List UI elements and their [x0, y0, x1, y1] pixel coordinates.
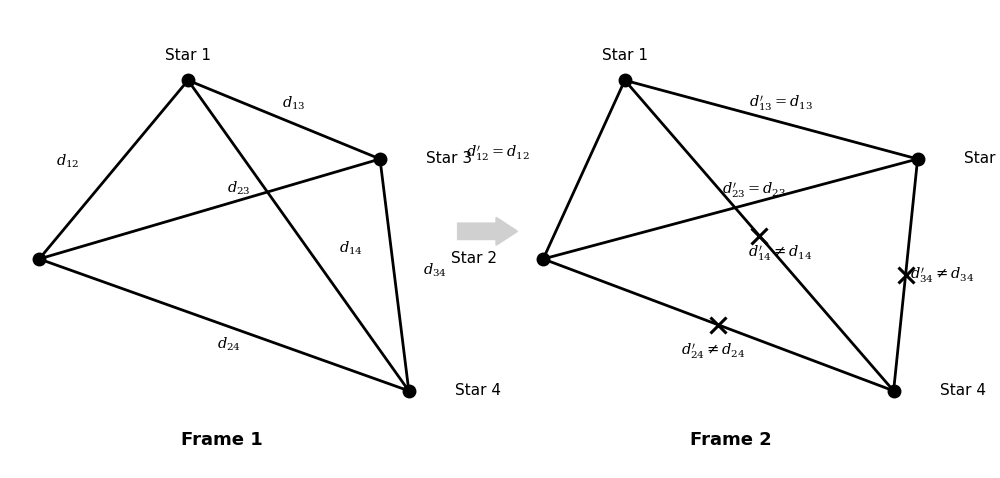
Text: $d_{34}^{\prime} \neq d_{34}$: $d_{34}^{\prime} \neq d_{34}$ [910, 265, 974, 285]
Text: $d_{14}$: $d_{14}$ [339, 239, 363, 257]
Text: Star 2: Star 2 [451, 251, 497, 266]
Text: $d_{12}$: $d_{12}$ [56, 152, 79, 170]
Text: Star 3: Star 3 [426, 152, 472, 166]
Text: $d_{23}^{\prime} = d_{23}$: $d_{23}^{\prime} = d_{23}$ [722, 180, 787, 200]
Text: $d_{12}^{\prime} = d_{12}$: $d_{12}^{\prime} = d_{12}$ [466, 142, 530, 163]
Text: $d_{34}$: $d_{34}$ [423, 262, 447, 279]
Text: $d_{23}$: $d_{23}$ [227, 180, 250, 197]
Text: Frame 2: Frame 2 [690, 431, 771, 449]
Text: Star 4: Star 4 [940, 383, 986, 398]
Text: $d_{24}^{\prime} \neq d_{24}$: $d_{24}^{\prime} \neq d_{24}$ [681, 341, 746, 361]
Text: Star 1: Star 1 [602, 48, 648, 63]
Text: Star 1: Star 1 [165, 48, 211, 63]
Text: $d_{13}^{\prime} = d_{13}$: $d_{13}^{\prime} = d_{13}$ [749, 93, 813, 112]
Text: $d_{14}^{\prime} \neq d_{14}$: $d_{14}^{\prime} \neq d_{14}$ [748, 243, 813, 262]
Text: $d_{13}$: $d_{13}$ [282, 95, 305, 112]
FancyArrow shape [458, 217, 517, 245]
Text: $d_{24}$: $d_{24}$ [217, 336, 241, 353]
Text: Frame 1: Frame 1 [181, 431, 262, 449]
Text: Star 4: Star 4 [455, 383, 501, 398]
Text: Star 3: Star 3 [964, 152, 1000, 166]
